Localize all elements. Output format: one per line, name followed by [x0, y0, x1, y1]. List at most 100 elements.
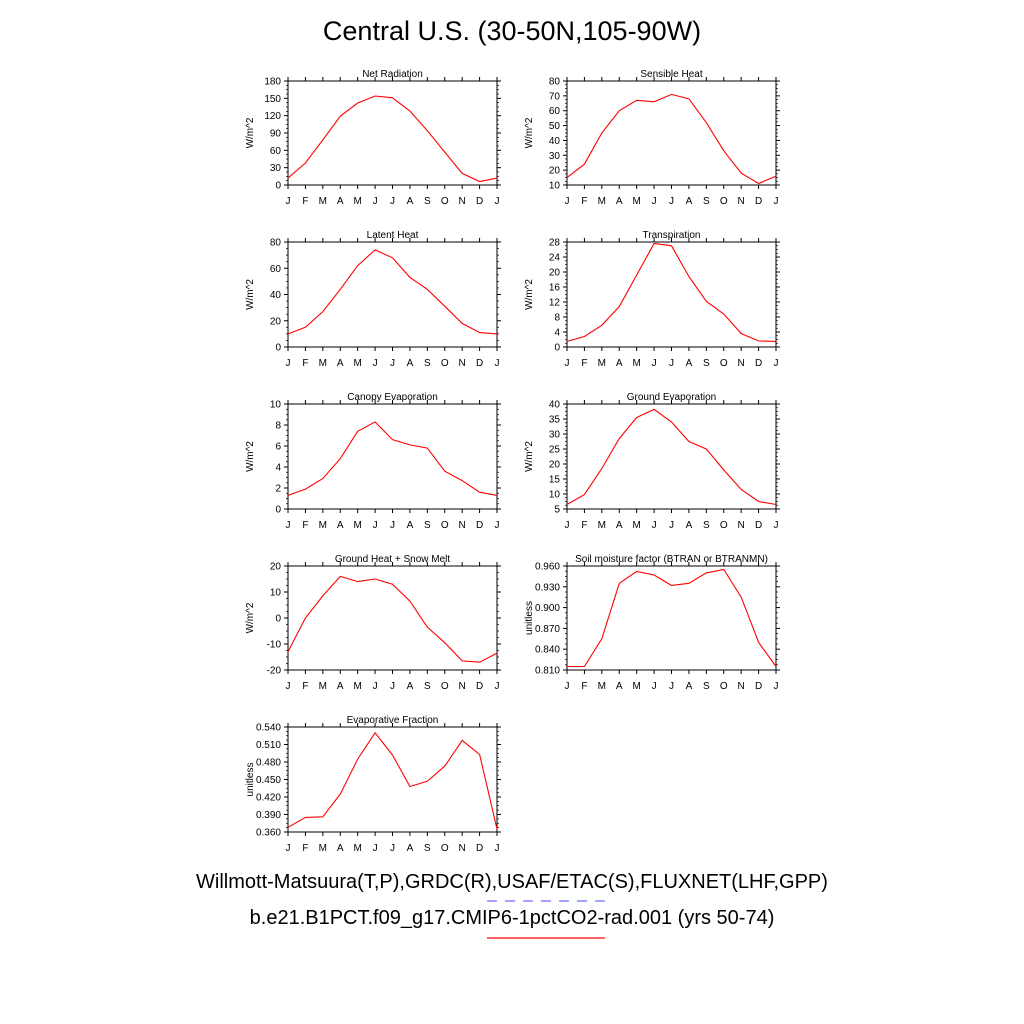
- y-tick-label: 40: [549, 136, 561, 147]
- x-tick-label: J: [669, 520, 674, 531]
- x-tick-label: S: [424, 681, 431, 692]
- y-tick-label: 0.360: [256, 828, 281, 839]
- x-tick-label: F: [302, 196, 308, 207]
- y-tick-label: 90: [270, 129, 282, 140]
- y-tick-label: 20: [549, 166, 561, 177]
- y-tick-label: 0.540: [256, 723, 281, 734]
- y-tick-label: 0: [275, 343, 281, 354]
- x-tick-label: J: [390, 843, 395, 854]
- y-tick-label: 0: [275, 614, 281, 625]
- x-tick-label: M: [632, 681, 640, 692]
- y-tick-label: -20: [267, 666, 282, 677]
- x-tick-label: J: [565, 196, 570, 207]
- y-tick-label: 10: [549, 490, 561, 501]
- x-tick-label: J: [495, 196, 500, 207]
- x-tick-label: J: [286, 358, 291, 369]
- y-tick-label: 16: [549, 283, 561, 294]
- x-tick-label: S: [424, 520, 431, 531]
- x-tick-label: O: [720, 681, 728, 692]
- x-tick-label: J: [286, 843, 291, 854]
- y-tick-label: 35: [549, 415, 561, 426]
- latent-heat-panel-title: Latent Heat: [367, 230, 419, 241]
- y-tick-label: 20: [549, 268, 561, 279]
- x-tick-label: M: [353, 843, 361, 854]
- y-tick-label: 0.480: [256, 758, 281, 769]
- x-tick-label: D: [755, 520, 762, 531]
- x-tick-label: N: [459, 843, 466, 854]
- ground-heat-snow-melt-panel-title: Ground Heat + Snow Melt: [335, 554, 451, 565]
- x-tick-label: J: [495, 681, 500, 692]
- x-tick-label: A: [407, 520, 414, 531]
- x-tick-label: A: [616, 358, 623, 369]
- y-tick-label: 2: [275, 484, 281, 495]
- y-tick-label: 0.450: [256, 775, 281, 786]
- ground-heat-snow-melt-y-axis-label: W/m^2: [245, 602, 256, 633]
- y-tick-label: 30: [549, 151, 561, 162]
- x-tick-label: O: [720, 358, 728, 369]
- y-tick-label: 0.390: [256, 810, 281, 821]
- x-tick-label: O: [441, 358, 449, 369]
- x-tick-label: J: [774, 196, 779, 207]
- x-tick-label: F: [581, 520, 587, 531]
- latent-heat-y-axis-label: W/m^2: [245, 279, 256, 310]
- x-tick-label: S: [703, 520, 710, 531]
- y-tick-label: 0.420: [256, 793, 281, 804]
- y-tick-label: 30: [270, 163, 282, 174]
- y-tick-label: 20: [549, 460, 561, 471]
- x-tick-label: J: [669, 358, 674, 369]
- x-tick-label: J: [373, 843, 378, 854]
- y-tick-label: 10: [549, 181, 561, 192]
- y-tick-label: 40: [549, 400, 561, 411]
- x-tick-label: J: [390, 358, 395, 369]
- x-tick-label: O: [441, 843, 449, 854]
- x-tick-label: M: [632, 196, 640, 207]
- canopy-evaporation-series-line: [287, 421, 498, 496]
- y-tick-label: 24: [549, 253, 561, 264]
- x-tick-label: A: [616, 681, 623, 692]
- x-tick-label: N: [459, 681, 466, 692]
- y-tick-label: 60: [270, 146, 282, 157]
- canopy-evaporation-y-axis-label: W/m^2: [245, 441, 256, 472]
- y-tick-label: 0.840: [535, 645, 560, 656]
- y-tick-label: 10: [270, 588, 282, 599]
- x-tick-label: F: [581, 196, 587, 207]
- x-tick-label: M: [632, 520, 640, 531]
- x-tick-label: J: [286, 196, 291, 207]
- y-tick-label: 4: [554, 328, 560, 339]
- y-tick-label: 60: [270, 264, 282, 275]
- x-tick-label: N: [738, 358, 745, 369]
- x-tick-label: A: [686, 520, 693, 531]
- y-tick-label: 120: [264, 111, 281, 122]
- y-tick-label: 0.510: [256, 740, 281, 751]
- y-tick-label: 6: [275, 442, 281, 453]
- y-tick-label: 0.810: [535, 666, 560, 677]
- x-tick-label: N: [459, 358, 466, 369]
- evaporative-fraction-series-line: [287, 731, 498, 830]
- x-tick-label: M: [353, 520, 361, 531]
- x-tick-label: M: [632, 358, 640, 369]
- x-tick-label: J: [652, 358, 657, 369]
- x-tick-label: A: [407, 196, 414, 207]
- x-tick-label: J: [373, 358, 378, 369]
- x-tick-label: J: [652, 681, 657, 692]
- y-tick-label: 180: [264, 77, 281, 88]
- x-tick-label: F: [581, 358, 587, 369]
- y-tick-label: 15: [549, 475, 561, 486]
- x-tick-label: J: [390, 196, 395, 207]
- y-tick-label: 0: [275, 181, 281, 192]
- ground-heat-snow-melt-series-line: [287, 575, 498, 663]
- x-tick-label: F: [581, 681, 587, 692]
- x-tick-label: A: [616, 196, 623, 207]
- x-tick-label: N: [738, 196, 745, 207]
- x-tick-label: J: [373, 520, 378, 531]
- x-tick-label: N: [738, 681, 745, 692]
- net-radiation-y-axis-label: W/m^2: [245, 117, 256, 148]
- observations-caption: Willmott-Matsuura(T,P),GRDC(R),USAF/ETAC…: [196, 871, 828, 893]
- x-tick-label: J: [774, 681, 779, 692]
- x-tick-label: A: [337, 358, 344, 369]
- x-tick-label: J: [286, 520, 291, 531]
- x-tick-label: J: [565, 681, 570, 692]
- x-tick-label: J: [652, 520, 657, 531]
- x-tick-label: J: [390, 520, 395, 531]
- y-tick-label: 10: [270, 400, 282, 411]
